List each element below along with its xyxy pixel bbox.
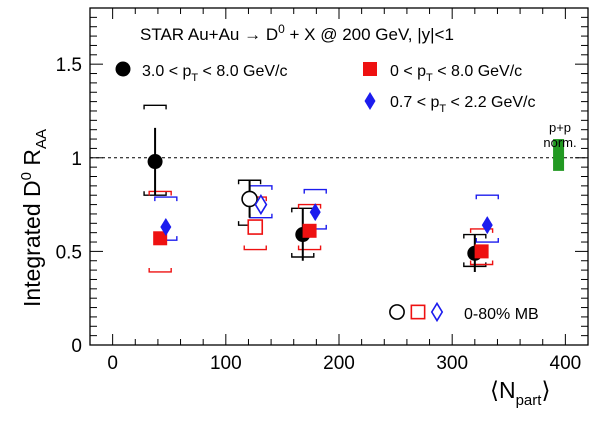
systematic-bracket — [469, 228, 494, 266]
x-tick-label: 400 — [550, 353, 582, 374]
legend-marker-circle — [115, 61, 131, 77]
data-point-diamond — [160, 218, 172, 237]
legend-marker-square — [363, 62, 377, 76]
data-point-circle — [147, 154, 163, 170]
data-point-square-open — [247, 219, 264, 235]
legend-label: 3.0 < pT < 8.0 GeV/c — [142, 63, 288, 84]
legend-marker-diamond — [364, 92, 376, 110]
data-point-square — [153, 231, 168, 246]
systematic-bracket — [297, 203, 322, 251]
pp-norm-box — [553, 139, 565, 171]
mb-legend-marker-circle — [389, 304, 405, 320]
data-point-diamond — [309, 203, 321, 222]
systematic-bracket — [148, 190, 172, 273]
y-tick-label: 0 — [71, 336, 82, 357]
y-axis-label: Integrated D0 RAA — [18, 129, 50, 307]
data-point-square — [474, 244, 489, 259]
y-tick-label: 1.5 — [56, 55, 82, 76]
systematic-bracket — [475, 194, 499, 243]
x-tick-label: 0 — [107, 353, 118, 374]
y-tick-label: 0.5 — [56, 242, 82, 263]
data-point-square — [302, 223, 317, 238]
x-tick-label: 300 — [436, 353, 468, 374]
y-tick-label: 1 — [71, 149, 82, 170]
mb-legend-marker-diamond — [430, 301, 444, 323]
statistical-error-bars — [154, 127, 489, 272]
axis-ticks: 0 100 200 300 400 0 0.5 1 1.5 — [56, 7, 589, 374]
legend-label: 0.7 < pT < 2.2 GeV/c — [390, 94, 536, 115]
plot-border — [89, 7, 589, 346]
legend-label: 0 < pT < 8.0 GeV/c — [390, 63, 522, 84]
x-axis-label: ⟨Npart⟩ — [490, 377, 550, 409]
legend: 3.0 < pT < 8.0 GeV/c 0 < pT < 8.0 GeV/c 0.… — [115, 61, 536, 323]
pp-norm-label-line2: norm. — [543, 135, 576, 150]
systematic-brackets — [143, 104, 499, 273]
data-point-diamond-open — [254, 194, 268, 216]
pp-norm-label-line1: p+p — [549, 120, 571, 135]
x-tick-label: 100 — [210, 353, 242, 374]
data-point-circle-open — [241, 190, 258, 208]
chart-title: STAR Au+Au → D0 + X @ 200 GeV, |y|<1 — [140, 22, 454, 44]
plot-frame — [89, 7, 589, 346]
data-point-diamond — [481, 216, 493, 235]
mb-legend-label: 0-80% MB — [464, 306, 539, 323]
x-tick-label: 200 — [323, 353, 355, 374]
mb-legend-marker-square — [410, 304, 426, 320]
data-markers — [147, 139, 565, 261]
